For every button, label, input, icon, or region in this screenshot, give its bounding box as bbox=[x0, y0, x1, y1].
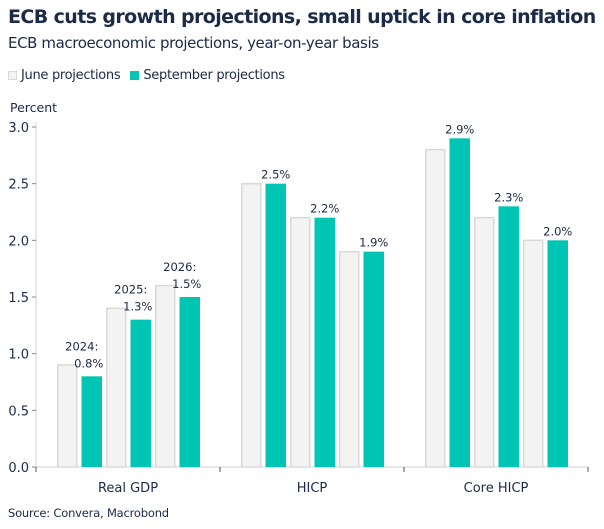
data-label-value: 2.0% bbox=[543, 224, 572, 238]
y-tick-label: 1.5 bbox=[8, 291, 29, 306]
bar-september-real-gdp-2025 bbox=[130, 319, 151, 467]
bar-june-core-hicp-2025 bbox=[474, 216, 495, 468]
bar-june-real-gdp-2025 bbox=[106, 307, 127, 468]
legend-label-september: September projections bbox=[143, 68, 285, 83]
bar-june-real-gdp-2024 bbox=[57, 364, 78, 468]
bar-september-hicp-2026 bbox=[363, 251, 384, 467]
x-category-label: Real GDP bbox=[98, 481, 158, 496]
y-tick-label: 0.0 bbox=[8, 461, 29, 476]
source-note: Source: Convera, Macrobond bbox=[8, 506, 169, 520]
bar-september-real-gdp-2026 bbox=[179, 297, 200, 467]
legend: June projections September projections bbox=[8, 68, 285, 83]
legend-swatch-september bbox=[130, 71, 140, 80]
data-label-value: 2.9% bbox=[445, 122, 474, 136]
bar-september-core-hicp-2025 bbox=[498, 206, 519, 468]
y-tick-label: 2.0 bbox=[8, 234, 29, 249]
data-label-value: 1.3% bbox=[123, 300, 152, 314]
data-label-value: 1.9% bbox=[359, 236, 388, 250]
legend-label-june: June projections bbox=[21, 68, 121, 83]
bar-june-real-gdp-2026 bbox=[155, 284, 176, 468]
data-label-value: 2.2% bbox=[310, 202, 339, 216]
bar-september-real-gdp-2024 bbox=[81, 376, 102, 467]
chart-subtitle: ECB macroeconomic projections, year-on-y… bbox=[8, 34, 379, 52]
y-tick-label: 1.0 bbox=[8, 348, 29, 363]
data-label-year: 2025: bbox=[114, 283, 147, 297]
bar-september-hicp-2025 bbox=[314, 217, 335, 467]
y-tick-label: 2.5 bbox=[8, 178, 29, 193]
x-category-label: HICP bbox=[297, 481, 328, 496]
bar-june-hicp-2024 bbox=[241, 182, 262, 468]
bar-june-hicp-2026 bbox=[339, 250, 360, 468]
data-label-value: 2.5% bbox=[261, 168, 290, 182]
chart-title: ECB cuts growth projections, small uptic… bbox=[8, 6, 596, 28]
bar-september-core-hicp-2026 bbox=[547, 240, 568, 467]
y-tick-label: 3.0 bbox=[8, 121, 29, 136]
y-tick-label: 0.5 bbox=[8, 404, 29, 419]
bar-june-core-hicp-2024 bbox=[425, 148, 446, 468]
bar-june-core-hicp-2026 bbox=[523, 239, 544, 468]
data-label-year: 2026: bbox=[163, 260, 196, 274]
bar-september-core-hicp-2024 bbox=[449, 138, 470, 468]
legend-swatch-june bbox=[8, 71, 17, 80]
x-category-label: Core HICP bbox=[464, 481, 529, 496]
data-label-value: 1.5% bbox=[172, 277, 201, 291]
data-label-value: 0.8% bbox=[74, 356, 103, 370]
bar-june-hicp-2025 bbox=[290, 216, 311, 468]
bar-september-hicp-2024 bbox=[265, 183, 286, 467]
data-label-value: 2.3% bbox=[494, 190, 523, 204]
y-axis-label: Percent bbox=[10, 100, 57, 115]
data-label-year: 2024: bbox=[65, 339, 98, 353]
